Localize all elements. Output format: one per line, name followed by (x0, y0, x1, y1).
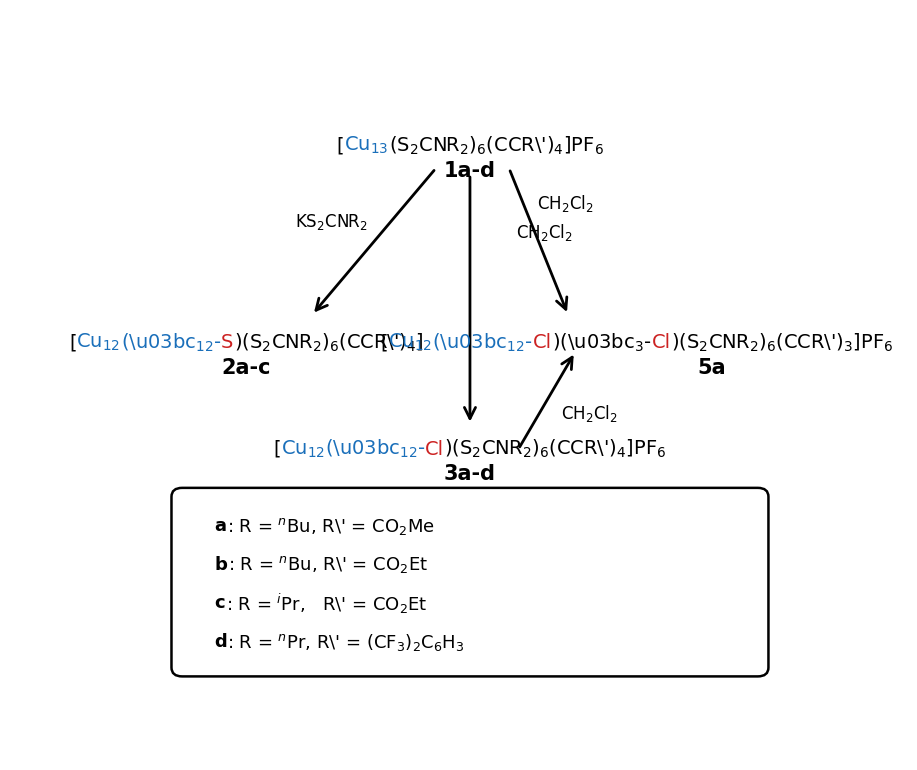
Text: KS$_2$CNR$_2$: KS$_2$CNR$_2$ (295, 212, 368, 232)
Text: $\mathbf{b}$: $\mathbf{b}$ (215, 556, 228, 574)
Text: (\u03bc$_{12}$-: (\u03bc$_{12}$- (120, 331, 221, 353)
Text: CH$_2$Cl$_2$: CH$_2$Cl$_2$ (561, 403, 618, 424)
Text: [: [ (381, 333, 388, 352)
Text: (\u03bc$_{12}$-: (\u03bc$_{12}$- (325, 438, 425, 460)
Text: CH$_2$Cl$_2$: CH$_2$Cl$_2$ (537, 193, 594, 214)
Text: $\mathbf{a}$: $\mathbf{a}$ (215, 517, 226, 535)
Text: Cu$_{12}$: Cu$_{12}$ (76, 332, 120, 353)
Text: : R = $^{i}$Pr,   R\' = CO$_2$Et: : R = $^{i}$Pr, R\' = CO$_2$Et (226, 591, 427, 615)
Text: 1a-d: 1a-d (444, 161, 496, 181)
Text: $\mathbf{d}$: $\mathbf{d}$ (215, 633, 227, 651)
Text: 5a: 5a (697, 358, 726, 378)
Text: )(\u03bc$_3$-: )(\u03bc$_3$- (552, 331, 652, 353)
Text: [: [ (69, 333, 76, 352)
Text: : R = $^{n}$Pr, R\' = (CF$_3$)$_2$C$_6$H$_3$: : R = $^{n}$Pr, R\' = (CF$_3$)$_2$C$_6$H… (227, 631, 465, 652)
Text: (\u03bc$_{12}$-: (\u03bc$_{12}$- (432, 331, 533, 353)
Text: 2a-c: 2a-c (221, 358, 271, 378)
Text: 3a-d: 3a-d (444, 464, 496, 484)
Text: )(S$_2$CNR$_2$)$_6$(CCR\')$_4$]: )(S$_2$CNR$_2$)$_6$(CCR\')$_4$] (234, 331, 424, 353)
Text: Cu$_{12}$: Cu$_{12}$ (388, 332, 432, 353)
Text: )(S$_2$CNR$_2$)$_6$(CCR\')$_3$]PF$_6$: )(S$_2$CNR$_2$)$_6$(CCR\')$_3$]PF$_6$ (671, 331, 893, 353)
Text: )(S$_2$CNR$_2$)$_6$(CCR\')$_4$]PF$_6$: )(S$_2$CNR$_2$)$_6$(CCR\')$_4$]PF$_6$ (445, 438, 667, 460)
Text: Cu$_{13}$: Cu$_{13}$ (344, 135, 389, 156)
Text: : R = $^{n}$Bu, R\' = CO$_2$Et: : R = $^{n}$Bu, R\' = CO$_2$Et (228, 554, 428, 575)
Text: Cu$_{12}$: Cu$_{12}$ (281, 439, 325, 460)
FancyBboxPatch shape (171, 488, 768, 676)
Text: S: S (221, 333, 234, 352)
Text: : R = $^{n}$Bu, R\' = CO$_2$Me: : R = $^{n}$Bu, R\' = CO$_2$Me (226, 516, 435, 537)
Text: Cl: Cl (425, 440, 445, 459)
Text: Cl: Cl (652, 333, 671, 352)
Text: [: [ (273, 440, 281, 459)
Text: CH$_2$Cl$_2$: CH$_2$Cl$_2$ (516, 222, 573, 243)
Text: [: [ (337, 136, 344, 156)
Text: $\mathbf{c}$: $\mathbf{c}$ (215, 594, 226, 612)
Text: Cl: Cl (533, 333, 552, 352)
Text: (S$_2$CNR$_2$)$_6$(CCR\')$_4$]PF$_6$: (S$_2$CNR$_2$)$_6$(CCR\')$_4$]PF$_6$ (389, 135, 603, 157)
